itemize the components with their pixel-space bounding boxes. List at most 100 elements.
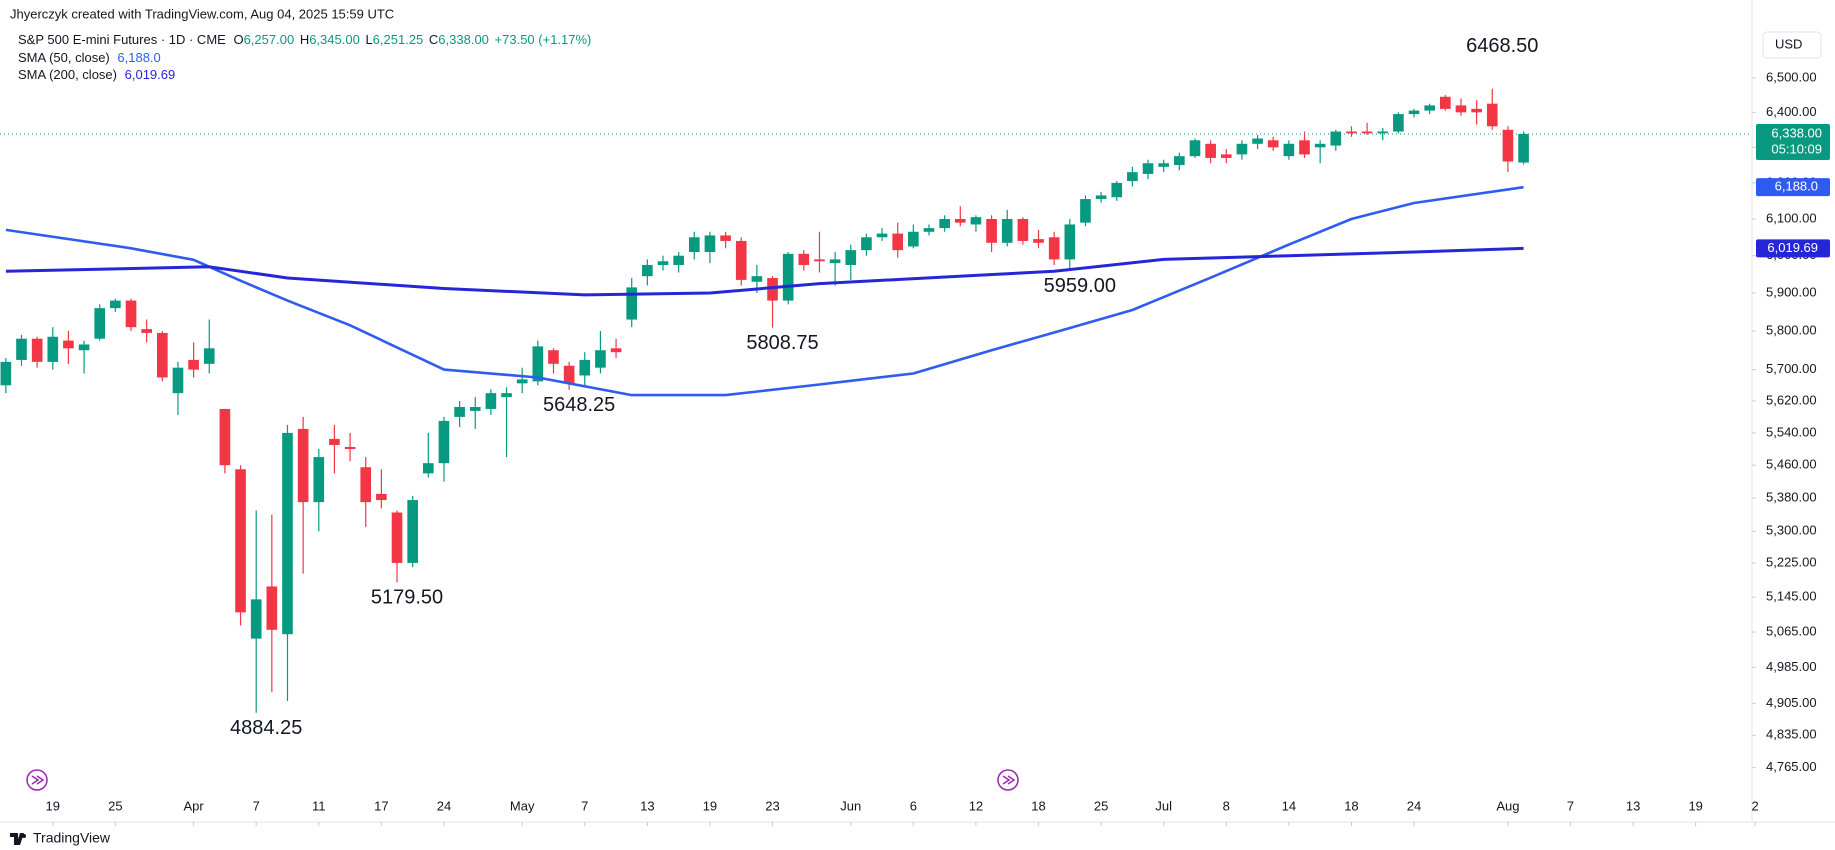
symbol: S&P 500 E-mini Futures · 1D · CME xyxy=(18,32,226,47)
x-tick-label: May xyxy=(510,798,535,813)
candle-body xyxy=(188,359,199,370)
y-tick-label: 5,225.00 xyxy=(1766,554,1817,569)
y-tick-label: 4,985.00 xyxy=(1766,659,1817,674)
sma-name: SMA (200, close) xyxy=(18,67,117,82)
x-tick-label: 19 xyxy=(703,798,717,813)
credit: Jhyerczyk created with TradingView.com, … xyxy=(10,6,394,21)
candle-body xyxy=(1205,143,1216,158)
price-annotation: 5179.50 xyxy=(371,587,443,609)
sma-value: 6,188.0 xyxy=(117,50,160,65)
candle-body xyxy=(657,261,669,265)
ohlc-key: L xyxy=(365,32,372,47)
candle-body xyxy=(1127,172,1138,182)
candle-body xyxy=(1424,105,1436,111)
candle-body xyxy=(1048,237,1060,260)
candle-body xyxy=(751,276,763,282)
candle-body xyxy=(16,338,27,360)
last-price-label: 6,338.00 xyxy=(1771,125,1822,140)
currency-button[interactable]: USD xyxy=(1762,31,1822,59)
candle-body xyxy=(313,457,325,503)
replay-icon[interactable] xyxy=(997,769,1019,791)
candle-body xyxy=(454,406,465,417)
y-tick-label: 5,300.00 xyxy=(1766,523,1817,538)
y-tick-label: 4,835.00 xyxy=(1766,727,1817,742)
candle-body xyxy=(344,446,356,449)
candle-body xyxy=(720,235,731,241)
sma-line xyxy=(5,246,1524,297)
x-tick-label: 24 xyxy=(437,798,451,813)
candle-body xyxy=(908,231,919,247)
change: +73.50 (+1.17%) xyxy=(495,32,592,47)
candle-body xyxy=(141,329,152,333)
y-tick-label: 5,145.00 xyxy=(1766,589,1817,604)
x-tick-label: 13 xyxy=(1626,798,1640,813)
y-tick-label: 5,540.00 xyxy=(1766,424,1817,439)
x-tick-label: 11 xyxy=(312,798,326,813)
sma-badge xyxy=(1756,178,1830,197)
y-tick-label: 6,100.00 xyxy=(1766,210,1817,225)
legend-main: S&P 500 E-mini Futures · 1D · CME O6,257… xyxy=(18,32,591,47)
sma-line xyxy=(5,185,1524,397)
y-tick-label: 5,700.00 xyxy=(1766,361,1817,376)
candle-body xyxy=(1299,140,1310,155)
candle-body xyxy=(1455,105,1467,113)
x-tick-label: Jun xyxy=(840,798,861,813)
ohlc-value: 6,257.00 xyxy=(244,32,295,47)
candle-body xyxy=(47,336,59,362)
x-tick-label: 7 xyxy=(581,798,588,813)
y-tick-label: 4,765.00 xyxy=(1766,759,1817,774)
candle-body xyxy=(1283,143,1295,157)
y-tick-label: 4,905.00 xyxy=(1766,695,1817,710)
y-tick-label: 6,400.00 xyxy=(1766,104,1817,119)
candle-body xyxy=(579,359,591,376)
candle-body xyxy=(1142,163,1154,174)
x-tick-label: 17 xyxy=(374,798,388,813)
icon-arrow[interactable] xyxy=(1002,775,1016,785)
x-tick-label: 14 xyxy=(1282,798,1296,813)
x-tick-label: 19 xyxy=(46,798,60,813)
candle-body xyxy=(595,350,606,368)
icon-arrow[interactable] xyxy=(31,775,45,785)
price-annotation: 6468.50 xyxy=(1466,35,1538,57)
candle-body xyxy=(861,237,872,251)
x-tick-label: 13 xyxy=(640,798,654,813)
candle-body xyxy=(297,428,309,503)
currency-box[interactable] xyxy=(1762,31,1822,59)
ohlc-value: 6,345.00 xyxy=(309,32,360,47)
candle-body xyxy=(1174,156,1185,166)
sma-badge-label: 6,188.0 xyxy=(1775,179,1818,194)
candle-body xyxy=(1471,108,1482,113)
candle-body xyxy=(156,332,168,378)
candle-body xyxy=(986,218,997,243)
currency[interactable]: USD xyxy=(1775,36,1802,51)
candle-body xyxy=(172,367,184,394)
candle-body xyxy=(219,408,231,466)
candle-body xyxy=(1518,133,1529,163)
brand: TradingView xyxy=(33,830,111,846)
candle-body xyxy=(1346,131,1357,134)
replay-icon[interactable] xyxy=(26,769,48,791)
candle-body xyxy=(407,500,418,563)
x-tick-label: Apr xyxy=(183,798,204,813)
candle-body xyxy=(1252,138,1263,144)
x-tick-label: 8 xyxy=(1223,798,1230,813)
candle-body xyxy=(78,344,90,351)
candle-body xyxy=(814,259,825,262)
plot-area xyxy=(0,88,1752,713)
candle-body xyxy=(782,253,794,301)
brand-logo xyxy=(10,833,24,845)
candle-body xyxy=(1393,114,1404,132)
candle-body xyxy=(438,420,450,464)
x-tick-label: 25 xyxy=(108,798,122,813)
x-tick-label: 18 xyxy=(1031,798,1045,813)
brand-logo-dot xyxy=(22,834,26,838)
candle-body xyxy=(31,338,43,362)
candle-body xyxy=(610,348,622,353)
candle-body xyxy=(516,379,528,384)
candle-body xyxy=(501,393,512,398)
sma-badge-label: 6,019.69 xyxy=(1767,240,1818,255)
last-price-badge xyxy=(1756,123,1830,160)
